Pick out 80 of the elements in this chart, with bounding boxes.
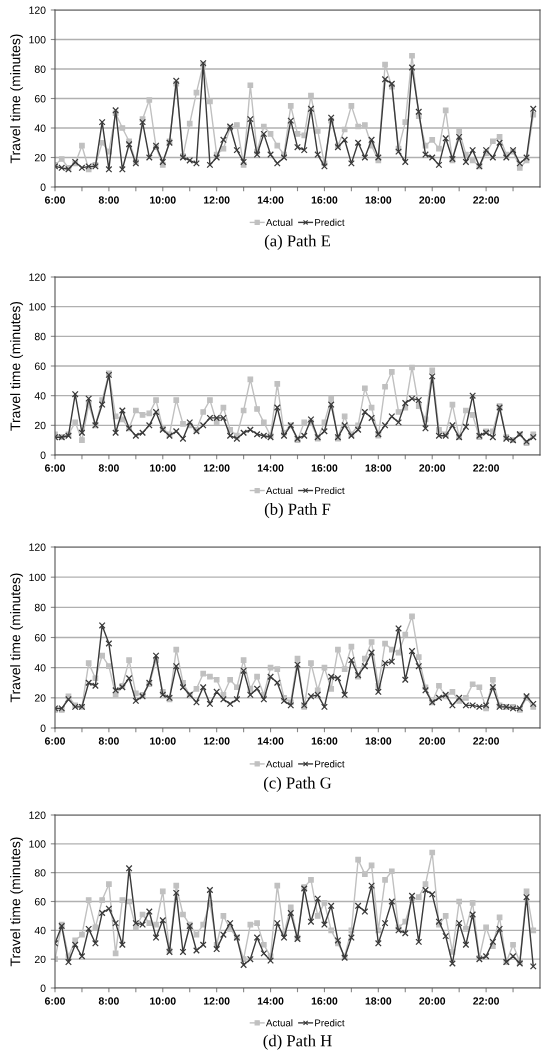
y-tick-label: 80 <box>34 332 46 341</box>
x-tick-label: 20:00 <box>419 997 446 1005</box>
x-tick-label: 10:00 <box>150 737 176 745</box>
y-tick-label: 20 <box>34 421 46 430</box>
x-tick-label: 20:00 <box>419 737 446 745</box>
x-tick-label: 20:00 <box>419 196 446 204</box>
x-tick-label: 22:00 <box>473 196 500 204</box>
y-axis-title: Travel time (minutes) <box>10 573 24 703</box>
legend-label: Predict <box>315 486 345 495</box>
x-tick-label: 18:00 <box>365 997 392 1005</box>
y-tick-label: 60 <box>34 95 46 103</box>
x-tick-label: 12:00 <box>204 737 230 745</box>
y-tick-label: 100 <box>29 573 46 582</box>
text: (d) Path H <box>263 1034 332 1050</box>
x-tick-label: 14:00 <box>257 464 284 472</box>
x-tick-label: 8:00 <box>98 196 119 204</box>
x-tick-label: 14:00 <box>257 737 284 745</box>
y-tick-label: 100 <box>29 303 46 311</box>
legend-label: Actual <box>265 486 293 495</box>
x-tick-label: 12:00 <box>204 464 230 472</box>
y-tick-label: 40 <box>34 926 46 935</box>
y-tick-label: 0 <box>40 984 46 992</box>
text: (c) Path G <box>263 776 332 792</box>
text: (a) Path E <box>264 234 330 250</box>
y-axis-title: Travel time (minutes) <box>10 34 24 164</box>
y-tick-label: 120 <box>29 543 46 551</box>
legend-label: Predict <box>315 218 345 226</box>
x-tick-label: 10:00 <box>150 464 176 472</box>
x-tick-label: 10:00 <box>150 997 176 1005</box>
y-tick-label: 100 <box>29 36 46 44</box>
x-tick-label: 8:00 <box>98 737 119 745</box>
x-tick-label: 14:00 <box>257 196 284 204</box>
y-axis-title: Travel time (minutes) <box>10 301 24 431</box>
x-tick-label: 20:00 <box>419 464 446 472</box>
y-tick-label: 80 <box>34 869 46 877</box>
y-tick-label: 80 <box>34 603 46 612</box>
legend-label: Predict <box>315 1019 345 1027</box>
x-tick-label: 18:00 <box>365 737 392 745</box>
y-tick-label: 20 <box>34 955 46 964</box>
x-tick-label: 22:00 <box>473 464 500 472</box>
y-tick-label: 120 <box>29 6 46 14</box>
legend-label: Actual <box>265 760 293 768</box>
y-tick-label: 120 <box>29 273 46 281</box>
y-tick-label: 40 <box>34 124 46 132</box>
y-tick-label: 80 <box>34 65 46 73</box>
y-tick-label: 20 <box>34 154 46 162</box>
y-tick-label: 60 <box>34 634 46 642</box>
x-tick-label: 16:00 <box>311 737 338 745</box>
x-tick-label: 6:00 <box>44 737 65 745</box>
text: (b) Path F <box>264 503 331 519</box>
x-tick-label: 12:00 <box>204 997 230 1005</box>
x-tick-label: 18:00 <box>365 196 392 204</box>
legend-label: Actual <box>265 218 293 226</box>
x-tick-label: 10:00 <box>150 196 176 204</box>
x-tick-label: 16:00 <box>311 997 338 1005</box>
y-tick-label: 120 <box>29 811 46 819</box>
x-tick-label: 6:00 <box>44 196 65 204</box>
y-tick-label: 0 <box>40 183 46 191</box>
legend-label: Actual <box>265 1019 293 1027</box>
x-tick-label: 22:00 <box>473 997 500 1005</box>
x-tick-label: 16:00 <box>311 464 338 472</box>
y-tick-label: 0 <box>40 724 46 732</box>
x-tick-label: 16:00 <box>311 196 338 204</box>
y-tick-label: 60 <box>34 898 46 906</box>
x-tick-label: 6:00 <box>44 997 65 1005</box>
x-tick-label: 8:00 <box>98 464 119 472</box>
y-tick-label: 0 <box>40 451 46 459</box>
x-tick-label: 6:00 <box>44 464 65 472</box>
y-tick-label: 60 <box>34 362 46 370</box>
x-tick-label: 18:00 <box>365 464 392 472</box>
x-tick-label: 12:00 <box>204 196 230 204</box>
x-tick-label: 14:00 <box>257 997 284 1005</box>
y-tick-label: 20 <box>34 694 46 702</box>
y-tick-label: 100 <box>29 840 46 848</box>
x-tick-label: 22:00 <box>473 737 500 745</box>
legend-label: Predict <box>315 760 345 768</box>
y-axis-title: Travel time (minutes) <box>10 837 24 967</box>
y-tick-label: 40 <box>34 664 46 672</box>
y-tick-label: 40 <box>34 392 46 400</box>
x-tick-label: 8:00 <box>98 997 119 1005</box>
